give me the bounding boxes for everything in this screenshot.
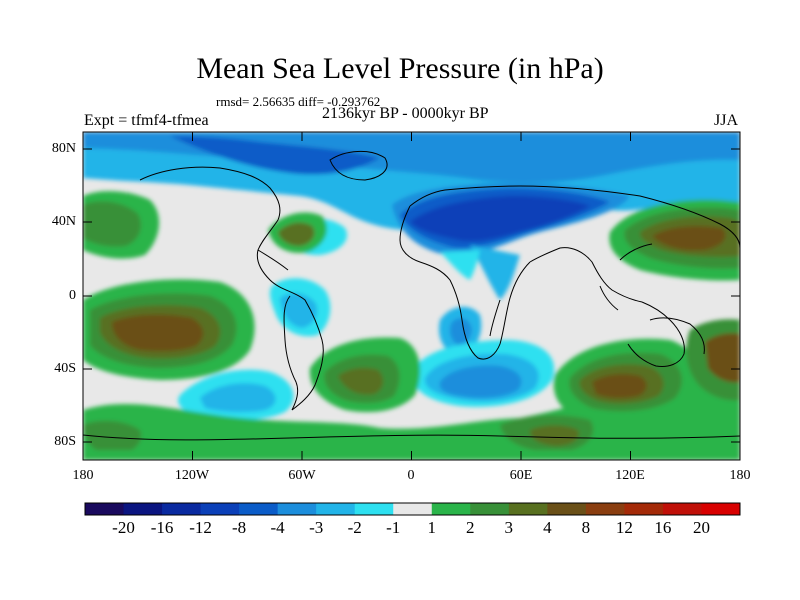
- colorbar-swatch: [508, 503, 548, 515]
- lon-label-60e: 60E: [509, 468, 533, 483]
- chart-title: Mean Sea Level Pressure (in hPa): [196, 52, 604, 85]
- colorbar-swatch: [123, 503, 163, 515]
- lat-label-0: 0: [69, 288, 76, 303]
- colorbar-level-label: 1: [427, 518, 437, 537]
- experiment-label: Expt = tfmf4-tfmea: [84, 112, 209, 129]
- colorbar-level-label: -3: [309, 518, 324, 537]
- colorbar-level-label: -2: [347, 518, 362, 537]
- lat-label-80n: 80N: [51, 141, 76, 156]
- colorbar-level-label: 4: [543, 518, 552, 537]
- lon-label-180w: 180: [72, 468, 94, 483]
- colorbar-swatch: [662, 503, 702, 515]
- colorbar-swatch: [701, 503, 741, 515]
- colorbar-swatch: [277, 503, 317, 515]
- map-field: [83, 132, 740, 460]
- colorbar-level-label: 12: [615, 518, 633, 537]
- colorbar-swatch: [431, 503, 471, 515]
- colorbar-swatch: [624, 503, 664, 515]
- colorbar-swatch: [162, 503, 202, 515]
- colorbar-swatch: [200, 503, 240, 515]
- colorbar-frame: [84, 502, 741, 516]
- colorbar-level-label: 20: [693, 518, 710, 537]
- stats-label: rmsd= 2.56635 diff= -0.293762: [216, 94, 381, 109]
- lon-label-180e: 180: [729, 468, 751, 483]
- colorbar-swatch: [393, 503, 433, 515]
- colorbar-level-label: 16: [654, 518, 672, 537]
- colorbar-swatch: [354, 503, 394, 515]
- colorbar-swatch: [316, 503, 356, 515]
- colorbar-swatch: [85, 503, 125, 515]
- lat-label-40n: 40N: [51, 214, 76, 229]
- lon-label-120w: 120W: [174, 468, 210, 483]
- colorbar-level-label: 2: [466, 518, 475, 537]
- colorbar-level-label: -4: [270, 518, 285, 537]
- lon-label-60w: 60W: [288, 468, 316, 483]
- axis-ticks: [82, 132, 741, 460]
- colorbar-level-label: -20: [112, 518, 135, 537]
- period-label: 2136kyr BP - 0000kyr BP: [322, 105, 489, 122]
- colorbar-level-label: -12: [189, 518, 212, 537]
- coastlines: [83, 151, 740, 441]
- colorbar-swatch: [585, 503, 625, 515]
- colorbar-level-label: -1: [386, 518, 401, 537]
- colorbar-level-label: -16: [150, 518, 174, 537]
- colorbar-swatch: [239, 503, 279, 515]
- season-label: JJA: [714, 112, 739, 129]
- colorbar-level-label: 3: [504, 518, 514, 537]
- lat-label-40s: 40S: [54, 361, 76, 376]
- lon-label-0: 0: [407, 468, 415, 483]
- colorbar-level-label: 8: [581, 518, 591, 537]
- colorbar-swatch: [470, 503, 510, 515]
- lon-label-120e: 120E: [615, 468, 645, 483]
- colorbar-swatch: [547, 503, 587, 515]
- colorbar-level-label: -8: [232, 518, 247, 537]
- lat-label-80s: 80S: [54, 434, 76, 449]
